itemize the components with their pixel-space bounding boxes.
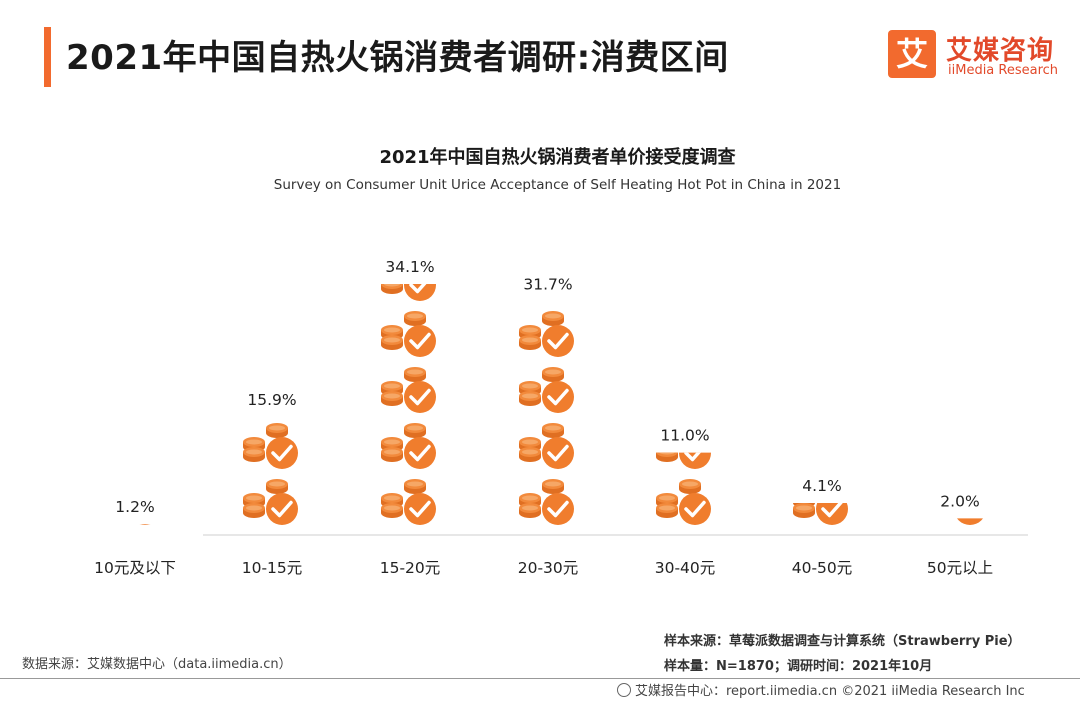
logo-cn-text: 艾媒咨询 — [946, 36, 1055, 66]
coin-stack-icon — [241, 479, 300, 535]
report-footer: 艾媒报告中心：report.iimedia.cn ©2021 iiMedia R… — [617, 680, 1025, 699]
coin-stack-icon — [379, 423, 438, 479]
coin-stack-icon — [654, 479, 713, 535]
coin-stack-icon — [517, 479, 576, 535]
coin-stack-icon — [106, 423, 161, 479]
value-label: 4.1% — [802, 477, 841, 495]
coin-stack-icon — [656, 367, 711, 423]
bar-3: 34.1% — [379, 199, 438, 535]
chart-subtitle: Survey on Consumer Unit Urice Acceptance… — [273, 177, 842, 193]
sample-source: 样本来源：草莓派数据调查与计算系统（Strawberry Pie） — [664, 634, 1021, 649]
coin-stack-icon — [517, 423, 576, 479]
category-label: 30-40元 — [655, 559, 716, 577]
bar-5: 11.0% — [654, 367, 713, 535]
coin-stack-icon — [379, 367, 438, 423]
category-label: 10元及以下 — [94, 559, 176, 577]
sample-size: 样本量：N=1870；调研时间：2021年10月 — [664, 659, 933, 674]
title-accent-bar — [44, 27, 51, 87]
bar-6: 4.1% — [791, 423, 850, 535]
bar-5-coins — [654, 367, 713, 535]
value-label: 31.7% — [523, 276, 572, 294]
footer-divider — [0, 678, 1080, 679]
bar-7: 2.0% — [929, 423, 988, 535]
page-title: 2021年中国自热火锅消费者调研:消费区间 — [66, 38, 729, 78]
value-label: 1.2% — [115, 498, 154, 516]
bar-1: 1.2% — [104, 423, 163, 535]
bar-1-coins — [104, 423, 163, 535]
bar-4-coins — [517, 199, 576, 535]
bar-2: 15.9% — [241, 311, 300, 535]
coin-stack-icon — [379, 311, 438, 367]
value-label: 11.0% — [660, 427, 709, 445]
iimedia-logo[interactable]: 艾 艾媒咨询 iiMedia Research — [888, 30, 1068, 82]
value-label: 34.1% — [385, 258, 434, 276]
category-label: 20-30元 — [518, 559, 579, 577]
coin-stack-icon — [379, 479, 438, 535]
coin-stack-icon — [793, 423, 848, 479]
globe-icon — [617, 683, 631, 697]
coin-stack-icon — [519, 199, 574, 255]
coin-stack-icon — [517, 367, 576, 423]
report-footer-text: 艾媒报告中心：report.iimedia.cn ©2021 iiMedia R… — [635, 684, 1025, 699]
bar-3-coins — [379, 199, 438, 535]
coin-stack-icon — [517, 311, 576, 367]
coin-stack-icon — [241, 423, 300, 479]
coin-stack-icon — [243, 311, 298, 367]
category-label: 40-50元 — [792, 559, 853, 577]
coin-stack-icon — [381, 199, 436, 255]
logo-mark-icon: 艾 — [888, 30, 936, 78]
category-label: 15-20元 — [380, 559, 441, 577]
chart-title: 2021年中国自热火锅消费者单价接受度调查 — [379, 147, 736, 168]
bars-layer: 1.2% 10元及以下 15.9% 10-15元 34.1% 15-20元 31.7% 20-… — [94, 199, 993, 577]
value-label: 15.9% — [247, 391, 296, 409]
category-label: 10-15元 — [242, 559, 303, 577]
logo-en-text: iiMedia Research — [948, 63, 1059, 78]
bar-4: 31.7% — [517, 199, 576, 535]
coin-stack-icon — [931, 423, 986, 479]
data-source: 数据来源：艾媒数据中心（data.iimedia.cn） — [22, 657, 292, 672]
category-label: 50元以上 — [927, 559, 993, 577]
bar-7-coins — [929, 423, 988, 535]
bar-2-coins — [241, 311, 300, 535]
value-label: 2.0% — [940, 492, 979, 510]
